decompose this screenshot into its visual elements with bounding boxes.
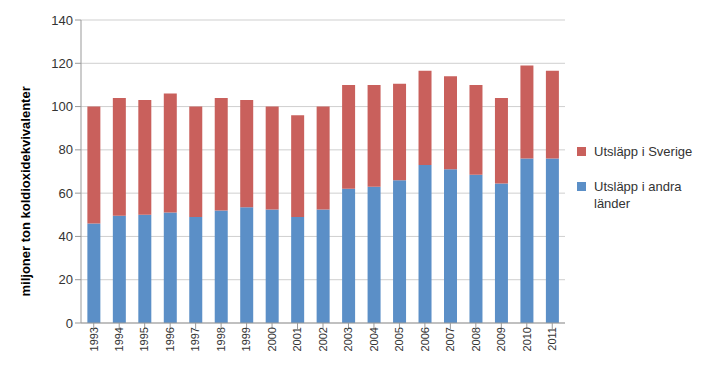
svg-text:2000: 2000 [266, 327, 278, 351]
svg-text:2003: 2003 [342, 327, 354, 351]
html-text:Utsläpp i Sverige: Utsläpp i Sverige [594, 144, 693, 159]
svg-text:2001: 2001 [291, 327, 303, 351]
svg-text:60: 60 [59, 186, 73, 201]
svg-text:20: 20 [59, 272, 73, 287]
svg-text:100: 100 [51, 99, 73, 114]
svg-text:140: 140 [51, 13, 73, 28]
svg-text:1995: 1995 [138, 327, 150, 351]
svg-text:2002: 2002 [317, 327, 329, 351]
svg-text:120: 120 [51, 56, 73, 71]
svg-text:2010: 2010 [521, 327, 533, 351]
svg-text:40: 40 [59, 229, 73, 244]
svg-text:1999: 1999 [240, 327, 252, 351]
svg-text:2004: 2004 [368, 327, 380, 351]
svg-text:1994: 1994 [113, 327, 125, 351]
svg-text:1996: 1996 [164, 327, 176, 351]
svg-text:1997: 1997 [189, 327, 201, 351]
svg-text:2008: 2008 [470, 327, 482, 351]
svg-text:80: 80 [59, 142, 73, 157]
svg-text:2009: 2009 [495, 327, 507, 351]
svg-text:2005: 2005 [393, 327, 405, 351]
svg-text:miljoner ton koldioxidekvivale: miljoner ton koldioxidekvivalenter [18, 86, 33, 296]
svg-text:1998: 1998 [215, 327, 227, 351]
svg-text:1993: 1993 [88, 327, 100, 351]
svg-text:2007: 2007 [444, 327, 456, 351]
svg-text:2011: 2011 [546, 327, 558, 351]
svg-text:2006: 2006 [419, 327, 431, 351]
html-text:Utsläpp i andra länder: Utsläpp i andra länder [594, 179, 682, 211]
svg-text:0: 0 [66, 316, 73, 331]
